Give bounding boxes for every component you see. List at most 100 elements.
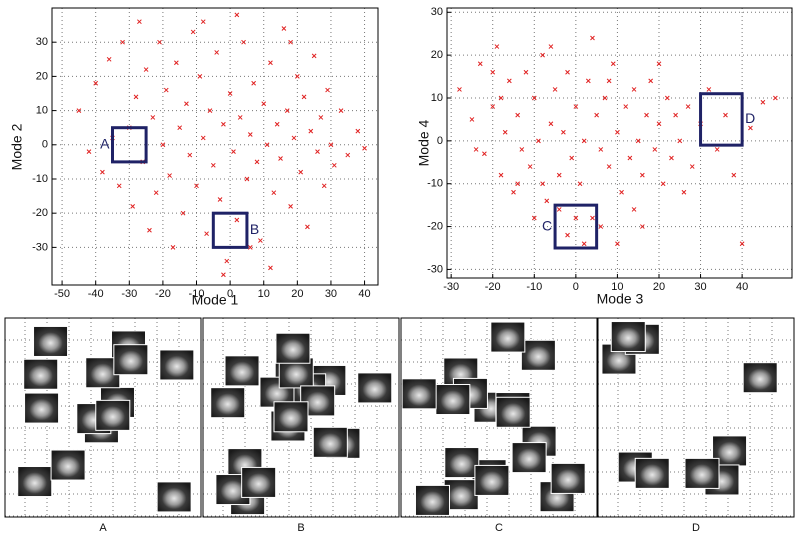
point [652,147,658,152]
panel-frame [400,317,598,518]
y-axis-label: Mode 4 [416,119,432,166]
point [288,39,293,45]
point [157,39,162,45]
point [217,197,223,202]
point [502,129,508,135]
point [305,224,310,230]
point [120,39,125,45]
point [548,44,554,49]
y-tick-label: 10 [431,92,443,104]
y-tick-label: 30 [431,6,443,18]
point [519,147,525,152]
x-tick-label: -10 [526,281,542,293]
point [511,189,516,195]
thumbnail [444,447,480,479]
thumbnail [357,372,393,404]
point [619,189,624,195]
point [635,138,641,144]
image-panel [4,317,202,518]
point [494,44,500,49]
point [241,39,246,45]
point [590,35,595,41]
panel-label: D [692,522,700,534]
point [689,164,695,169]
point [669,155,674,161]
thumbnail [401,378,437,410]
x-axis-label: Mode 1 [192,292,239,308]
point [251,80,257,86]
point [681,189,687,195]
point [133,94,139,100]
thumbnail [742,362,778,394]
point [515,181,521,187]
thumbnail [156,481,192,513]
thumbnail [273,401,309,433]
point [685,104,691,109]
point [656,61,662,67]
point [623,104,629,109]
point [490,69,496,75]
x-axis-label: Mode 3 [597,291,644,307]
point [540,52,545,58]
point [490,104,496,109]
point [221,272,226,278]
thumbnail [23,358,59,390]
point [76,108,82,113]
thumbnail [610,321,646,353]
point [197,74,203,79]
point [234,217,240,223]
x-tick-label: 40 [358,288,370,300]
point [590,215,595,221]
thumbnail [33,325,69,357]
y-axis-label: Mode 2 [9,123,25,170]
point [627,155,633,161]
region-box [699,92,744,147]
thumbnail [490,321,526,353]
point [200,19,206,25]
point [673,112,678,118]
point [477,61,483,67]
thumbnail [241,466,277,498]
point [204,231,209,237]
thumbnail [113,344,149,376]
point [615,129,620,135]
thumbnail [550,462,586,494]
point [739,241,745,247]
point [163,87,169,93]
y-tick-label: 20 [36,70,48,82]
panel-label: B [297,522,304,534]
point [116,183,122,189]
axes-frame [446,7,793,279]
point [214,50,220,55]
point [244,176,250,182]
point [170,245,176,250]
point [598,224,604,229]
point [221,121,226,127]
point [531,95,537,101]
point [194,183,199,189]
point [585,78,591,84]
point [355,128,361,134]
point [581,241,587,247]
point [224,258,230,264]
point [556,207,562,212]
point [308,128,314,134]
point [640,224,645,229]
thumbnail [634,457,670,489]
x-tick-label: -20 [485,281,501,293]
thumbnail [224,355,260,387]
point [602,95,608,101]
point [150,115,156,120]
thumbnail [435,384,471,416]
thumbnail [684,457,720,489]
point [315,149,320,154]
point [190,29,196,35]
image-panel [597,317,795,518]
point [773,95,778,101]
point [594,112,599,118]
image-panel [400,317,598,518]
panel-label: A [99,522,107,534]
point [331,162,337,168]
point [540,181,545,187]
point [610,61,616,67]
